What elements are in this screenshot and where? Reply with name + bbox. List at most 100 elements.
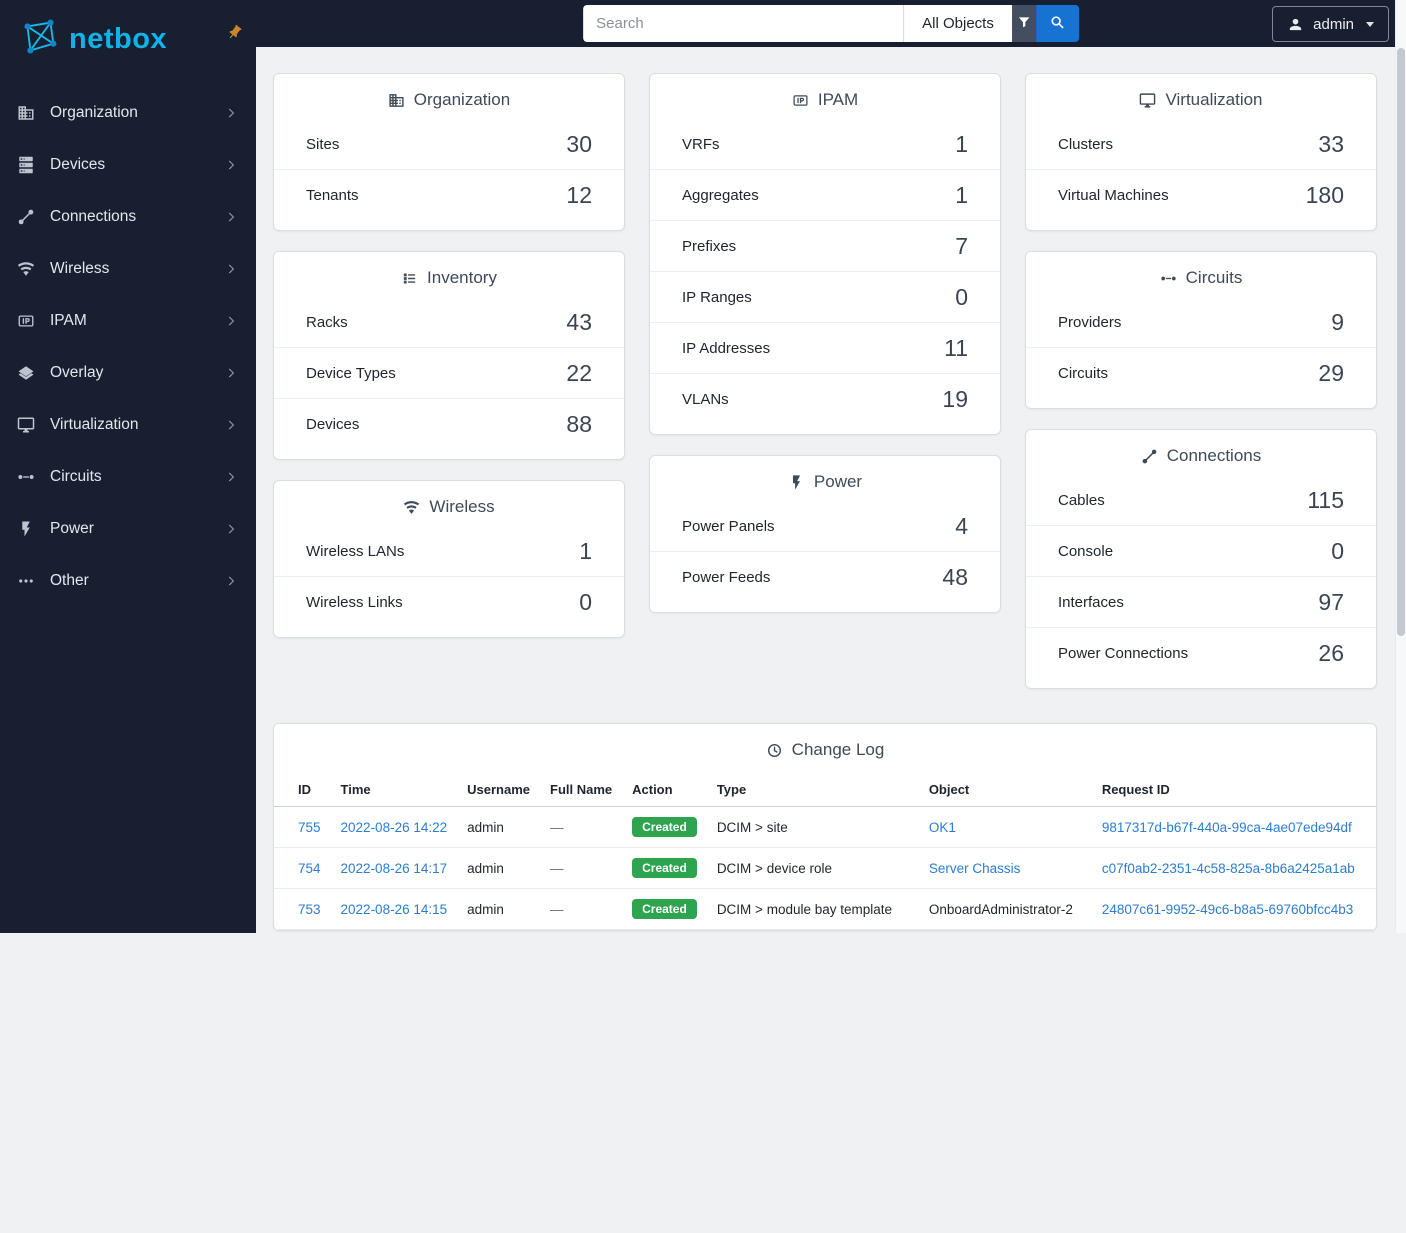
stat-value: 7 <box>955 232 968 259</box>
search-input[interactable] <box>583 5 904 42</box>
change-request-id-link[interactable]: 9817317d-b67f-440a-99ca-4ae07ede94df <box>1101 819 1352 835</box>
stats-column-1: Organization Sites 30 Tenants 12 <box>273 73 625 638</box>
sidebar-item-wireless[interactable]: Wireless <box>0 243 256 295</box>
monitor-icon <box>1139 92 1156 109</box>
card-title: Virtualization <box>1165 90 1263 109</box>
sidebar-item-label: Virtualization <box>50 416 139 433</box>
column-header-time: Time <box>330 774 458 807</box>
card-title: Power <box>813 472 863 491</box>
scrollbar-thumb[interactable] <box>1397 48 1405 636</box>
change-full-name: — <box>550 819 564 835</box>
sidebar-item-label: Other <box>50 572 89 589</box>
column-header-username: Username <box>457 774 540 807</box>
sidebar-item-label: Devices <box>50 156 106 173</box>
ip-grid-icon <box>792 92 809 109</box>
topbar: All Objects admin <box>256 0 1406 47</box>
sidebar-item-organization[interactable]: Organization <box>0 87 256 139</box>
stat-value: 48 <box>942 563 968 590</box>
card-wireless: Wireless Wireless LANs 1 Wireless Links … <box>273 480 625 638</box>
user-icon <box>1287 16 1304 33</box>
sidebar-item-power[interactable]: Power <box>0 503 256 555</box>
stat-row-device-types[interactable]: Device Types 22 <box>274 347 624 398</box>
stat-value: 0 <box>1331 537 1344 564</box>
change-id-link[interactable]: 753 <box>298 901 321 917</box>
filter-button[interactable] <box>1011 5 1036 42</box>
stat-row-power-connections[interactable]: Power Connections 26 <box>1026 627 1376 678</box>
stat-row-vlans[interactable]: VLANs 19 <box>650 373 1000 424</box>
card-header: Virtualization <box>1026 74 1376 119</box>
change-full-name: — <box>550 901 564 917</box>
card-change-log: Change Log ID Time Username Full Name Ac… <box>273 723 1377 931</box>
sidebar-item-circuits[interactable]: Circuits <box>0 451 256 503</box>
stat-row-tenants[interactable]: Tenants 12 <box>274 169 624 220</box>
card-ipam: IPAM VRFs 1 Aggregates 1 Prefixes <box>649 73 1001 435</box>
change-time-link[interactable]: 2022-08-26 14:17 <box>340 860 448 876</box>
change-time-link[interactable]: 2022-08-26 14:15 <box>340 901 448 917</box>
building-icon <box>17 104 35 122</box>
wifi-icon <box>17 260 35 278</box>
sidebar-item-connections[interactable]: Connections <box>0 191 256 243</box>
stat-row-power-panels[interactable]: Power Panels 4 <box>650 501 1000 551</box>
change-object-link[interactable]: Server Chassis <box>928 860 1021 876</box>
stat-label: Interfaces <box>1058 593 1124 611</box>
chevron-right-icon <box>224 366 238 380</box>
stat-row-power-feeds[interactable]: Power Feeds 48 <box>650 551 1000 602</box>
card-header: Power <box>650 456 1000 501</box>
stat-row-ip-ranges[interactable]: IP Ranges 0 <box>650 271 1000 322</box>
stat-row-wireless-lans[interactable]: Wireless LANs 1 <box>274 526 624 576</box>
stat-row-sites[interactable]: Sites 30 <box>274 119 624 169</box>
stat-row-clusters[interactable]: Clusters 33 <box>1026 119 1376 169</box>
stat-row-wireless-links[interactable]: Wireless Links 0 <box>274 576 624 627</box>
change-request-id-link[interactable]: 24807c61-9952-49c6-b8a5-69760bfcc4b3 <box>1101 901 1354 917</box>
sidebar-item-devices[interactable]: Devices <box>0 139 256 191</box>
brand[interactable]: netbox <box>0 0 256 69</box>
stat-label: Power Connections <box>1058 644 1189 662</box>
sidebar-item-virtualization[interactable]: Virtualization <box>0 399 256 451</box>
stat-row-console[interactable]: Console 0 <box>1026 525 1376 576</box>
user-menu-button[interactable]: admin <box>1272 6 1389 42</box>
stat-value: 1 <box>955 130 968 157</box>
dots-icon <box>17 572 35 590</box>
sidebar-item-label: Organization <box>50 104 138 121</box>
stat-value: 0 <box>579 588 592 615</box>
stat-row-racks[interactable]: Racks 43 <box>274 297 624 347</box>
card-title: Change Log <box>791 740 885 759</box>
stat-row-cables[interactable]: Cables 115 <box>1026 475 1376 525</box>
stat-value: 1 <box>579 537 592 564</box>
stat-row-virtual-machines[interactable]: Virtual Machines 180 <box>1026 169 1376 220</box>
sidebar-item-label: Power <box>50 520 94 537</box>
stat-value: 4 <box>955 512 968 539</box>
stat-row-prefixes[interactable]: Prefixes 7 <box>650 220 1000 271</box>
transit-icon <box>1160 270 1177 287</box>
list-icon <box>401 270 418 287</box>
stats-column-3: Virtualization Clusters 33 Virtual Machi… <box>1025 73 1377 689</box>
search-submit-button[interactable] <box>1035 5 1079 42</box>
change-id-link[interactable]: 755 <box>298 819 321 835</box>
column-header-request-id: Request ID <box>1091 774 1376 807</box>
change-id-link[interactable]: 754 <box>298 860 321 876</box>
stat-row-providers[interactable]: Providers 9 <box>1026 297 1376 347</box>
card-circuits: Circuits Providers 9 Circuits 29 <box>1025 251 1377 409</box>
stat-label: Devices <box>306 415 360 433</box>
stat-row-circuits[interactable]: Circuits 29 <box>1026 347 1376 398</box>
stat-row-interfaces[interactable]: Interfaces 97 <box>1026 576 1376 627</box>
netbox-logo-icon <box>16 14 62 65</box>
sidebar-item-ipam[interactable]: IPAM <box>0 295 256 347</box>
sidebar-item-other[interactable]: Other <box>0 555 256 607</box>
stat-label: Clusters <box>1058 135 1114 153</box>
stat-row-ip-addresses[interactable]: IP Addresses 11 <box>650 322 1000 373</box>
sidebar-item-overlay[interactable]: Overlay <box>0 347 256 399</box>
stat-value: 97 <box>1318 588 1344 615</box>
pin-sidebar-button[interactable] <box>226 24 243 44</box>
object-type-selector[interactable]: All Objects <box>903 5 1012 42</box>
pin-icon <box>226 24 243 44</box>
change-request-id-link[interactable]: c07f0ab2-2351-4c58-825a-8b6a2425a1ab <box>1101 860 1355 876</box>
change-type: DCIM > site <box>716 819 788 835</box>
change-object-link[interactable]: OK1 <box>928 819 956 835</box>
stat-row-devices[interactable]: Devices 88 <box>274 398 624 449</box>
stat-row-aggregates[interactable]: Aggregates 1 <box>650 169 1000 220</box>
sidebar-item-label: Circuits <box>50 468 102 485</box>
card-power: Power Power Panels 4 Power Feeds 48 <box>649 455 1001 613</box>
change-time-link[interactable]: 2022-08-26 14:22 <box>340 819 448 835</box>
stat-row-vrfs[interactable]: VRFs 1 <box>650 119 1000 169</box>
